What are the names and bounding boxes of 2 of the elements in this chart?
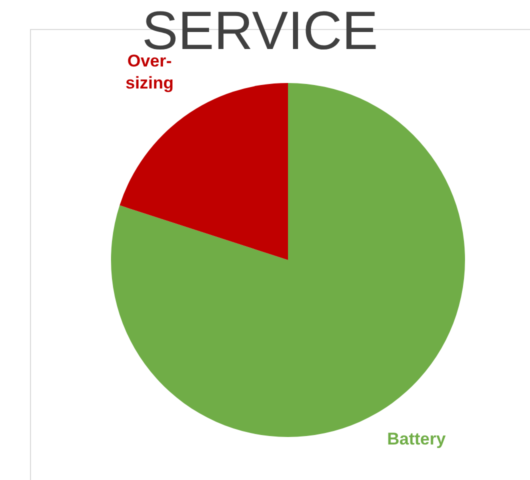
slice-label: Over-sizing [125,50,174,92]
slice-label: Battery [387,429,446,448]
